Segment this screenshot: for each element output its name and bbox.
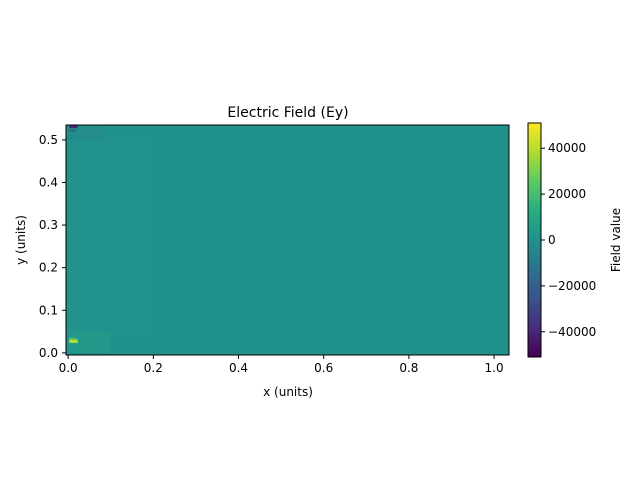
x-tick-label: 0.0 [59,361,78,375]
colorbar-tick-label: 20000 [548,187,586,201]
colorbar-tick-label: −40000 [548,325,596,339]
chart-title: Electric Field (Ey) [227,105,348,121]
heatmap-cell [69,339,78,343]
plot-frame [65,124,510,356]
colorbar-tick-label: −20000 [548,279,596,293]
colorbar-ticks: −40000 −20000 0 20000 40000 [541,141,596,339]
heatmap-cell [68,127,103,140]
x-axis-label: x (units) [263,385,313,399]
heatmap-cells [66,125,509,355]
y-axis: 0.0 0.1 0.2 0.3 0.4 0.5 [39,133,66,360]
colorbar-gradient [527,122,542,358]
heatmap-cell [69,337,76,340]
x-axis: 0.0 0.2 0.4 0.6 0.8 1.0 [59,355,504,375]
colorbar-label: Field value [609,208,623,272]
x-tick-label: 0.8 [399,361,418,375]
y-tick-label: 0.5 [39,133,58,147]
x-tick-label: 0.4 [229,361,248,375]
y-tick-label: 0.1 [39,303,58,317]
y-tick-label: 0.3 [39,218,58,232]
heatmap-cell [69,129,76,132]
heatmap-cell [68,331,111,353]
y-tick-label: 0.2 [39,261,58,275]
x-tick-label: 0.2 [144,361,163,375]
heatmap-cell [68,139,154,332]
heatmap-cell [69,125,78,129]
y-tick-label: 0.0 [39,346,58,360]
x-tick-label: 0.6 [314,361,333,375]
y-tick-label: 0.4 [39,176,58,190]
plot-area [65,124,510,356]
colorbar: −40000 −20000 0 20000 40000 Field value [527,122,623,358]
x-tick-label: 1.0 [485,361,504,375]
y-axis-label: y (units) [14,215,28,265]
colorbar-tick-label: 0 [548,233,556,247]
colorbar-tick-label: 40000 [548,141,586,155]
